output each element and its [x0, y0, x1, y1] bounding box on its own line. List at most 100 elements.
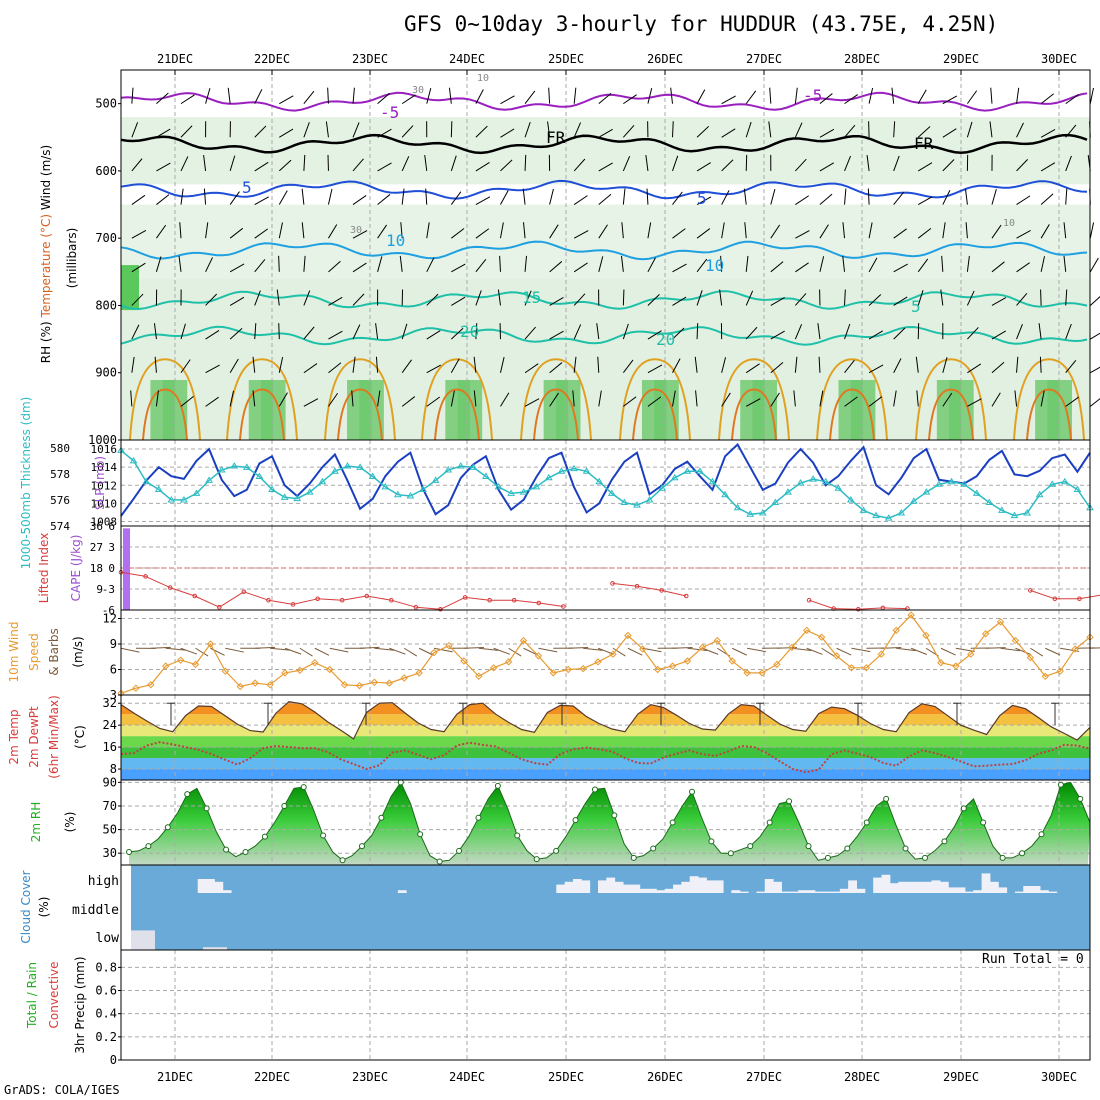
wind-barb [844, 323, 851, 340]
wind-barb [745, 290, 754, 306]
wind-barb [400, 222, 403, 239]
wind-barb [303, 363, 318, 374]
thickness-point [1048, 480, 1057, 487]
wind-barb-10m [210, 647, 225, 656]
day-label-top: 25DEC [548, 52, 584, 66]
lifted-index-tick-label: -3 [102, 583, 115, 596]
wind-barb [794, 122, 803, 138]
high-cloud-bar [648, 888, 657, 893]
wind-barb [1038, 323, 1042, 340]
wind-barb [401, 188, 405, 205]
rh-point [553, 847, 560, 854]
wind-barb [377, 128, 392, 138]
wind-barb [131, 194, 146, 205]
high-cloud-bar [597, 880, 607, 893]
thickness-point [532, 482, 541, 490]
wind-barb [966, 255, 970, 272]
wind-barb [154, 356, 157, 373]
wind-barb [794, 356, 798, 373]
wind-barb [844, 188, 847, 205]
wind-barb [301, 188, 305, 205]
wind-barb-10m [418, 647, 434, 656]
temp-fill-group [121, 701, 1090, 780]
wind-barb [670, 87, 673, 104]
wind-barb [598, 256, 604, 272]
temperature-contour-30 [731, 388, 777, 441]
wind-speed-point [594, 658, 602, 666]
contour-label: 5 [911, 297, 921, 316]
wind-barb [967, 398, 982, 407]
precip-panel [120, 949, 1091, 1061]
wind-barb [842, 255, 846, 272]
wind-speed-point [311, 658, 319, 667]
rh-point [281, 802, 288, 809]
contour-label: 10 [705, 256, 724, 275]
wind-barb [868, 222, 873, 239]
rh-point [1019, 850, 1026, 857]
wind-barb [180, 156, 189, 172]
high-cloud-bar [764, 879, 774, 893]
wind-barb [1040, 224, 1050, 239]
temperature-contour-30 [1026, 388, 1072, 441]
wind-barb [573, 122, 582, 138]
wind-speed-point [862, 664, 871, 672]
wind-speed-point [758, 669, 766, 677]
wind-barb [793, 390, 796, 407]
wind-barb [500, 128, 515, 138]
wind-barb [426, 257, 435, 273]
wind-barb [276, 289, 280, 306]
wind-barb [745, 255, 749, 272]
wind-barb [303, 255, 306, 272]
lifted-index-point [1027, 588, 1033, 593]
high-cloud-bar [914, 881, 924, 893]
temp-band-fill [121, 769, 1090, 780]
wind-barb [598, 92, 612, 105]
high-cloud-bar [906, 881, 916, 893]
wind-barb [524, 326, 536, 340]
temperature-contour-30 [239, 388, 285, 441]
wind-barb [180, 125, 193, 138]
cape-tick-label: 18 [90, 562, 103, 575]
day-label-top: 30DEC [1041, 52, 1077, 66]
temp-tick-label: 8 [110, 762, 117, 776]
cape-ylabel: CAPE (J/kg) [69, 535, 83, 602]
slp-tick-label: 1014 [91, 461, 118, 474]
wind-speed-point [549, 669, 558, 677]
thickness-point [1073, 485, 1082, 493]
high-cloud-bar [206, 879, 215, 893]
high-cloud-bar [623, 884, 632, 893]
rh-point [611, 812, 618, 819]
wind-barb-10m [1000, 647, 1021, 652]
wind-barb-10m [806, 647, 823, 655]
wind-barb [303, 154, 306, 171]
thickness-point [909, 497, 918, 504]
wind-barb [549, 224, 559, 239]
slp-ylabel: SLP (mb) [93, 456, 107, 510]
lifted-index-line [194, 595, 220, 608]
wind-speed-point [609, 650, 617, 658]
cape-tick-label: 9 [96, 583, 103, 596]
wind-barb [180, 359, 191, 374]
wind-barb [893, 228, 907, 239]
thickness-point [167, 495, 176, 503]
wind-tick-label: 6 [110, 663, 117, 677]
wind-barb-10m [299, 647, 313, 657]
wind-barb [205, 330, 220, 340]
rh-point [164, 824, 171, 831]
wind-barb [991, 392, 1001, 407]
wind-barb [524, 363, 539, 374]
wind-barb [598, 193, 612, 205]
wind-barb [917, 162, 933, 172]
wind-barb [621, 222, 624, 239]
wind-barb [450, 358, 460, 373]
wind-barb [917, 228, 932, 239]
wind-barb [1016, 122, 1024, 138]
wind-barb [1065, 155, 1072, 172]
high-cloud-bar [606, 877, 616, 893]
lifted-index-line [292, 598, 318, 605]
wind-barb [940, 289, 944, 306]
wind-barb [475, 228, 490, 239]
rh-point [786, 798, 793, 805]
pressure-tick-label: 1000 [88, 433, 117, 447]
wind-barb [229, 227, 244, 239]
